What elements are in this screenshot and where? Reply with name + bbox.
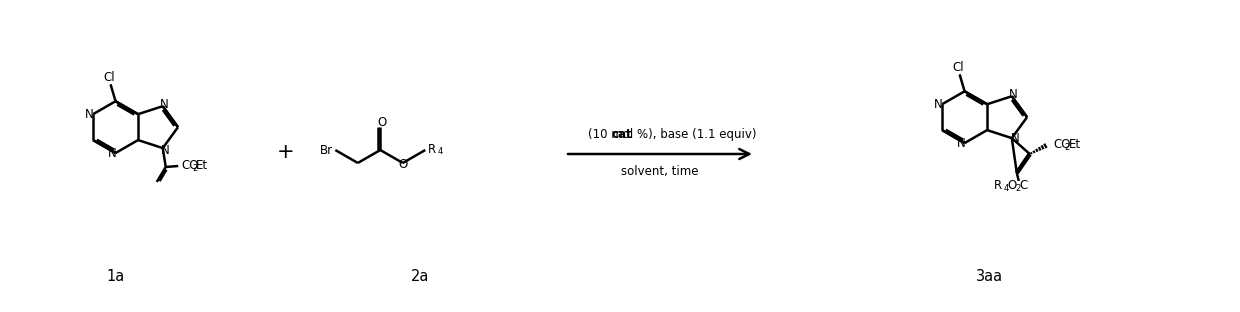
Text: Br: Br (320, 144, 332, 157)
Text: 2: 2 (1065, 143, 1070, 152)
Text: Cl: Cl (952, 61, 965, 74)
Text: 4: 4 (438, 147, 443, 156)
Text: N: N (1011, 132, 1019, 145)
Text: C: C (1019, 179, 1028, 193)
Text: R: R (428, 143, 436, 155)
Text: O: O (399, 158, 408, 171)
Text: 3aa: 3aa (976, 269, 1003, 284)
Text: CO: CO (181, 159, 198, 172)
Text: Et: Et (1069, 138, 1081, 151)
Text: N: N (108, 147, 117, 159)
Text: 2: 2 (1016, 184, 1021, 193)
Text: solvent, time: solvent, time (621, 165, 698, 178)
Text: N: N (160, 144, 169, 157)
Text: N: N (934, 98, 942, 111)
Text: N: N (86, 108, 94, 121)
Text: O: O (377, 116, 387, 129)
Text: (10 mol %), base (1.1 equiv): (10 mol %), base (1.1 equiv) (588, 128, 756, 141)
Text: cat: cat (611, 128, 632, 141)
Text: N: N (160, 98, 169, 111)
Text: Et: Et (196, 159, 208, 172)
Text: R: R (993, 179, 1002, 193)
Text: 1a: 1a (107, 269, 125, 284)
Text: CO: CO (1053, 138, 1071, 151)
Text: 4: 4 (1003, 184, 1008, 193)
Text: N: N (957, 137, 966, 149)
Text: Cl: Cl (104, 71, 115, 84)
Text: 2: 2 (192, 164, 197, 173)
Text: N: N (1008, 88, 1017, 101)
Text: O: O (1008, 179, 1017, 193)
Text: +: + (277, 142, 294, 162)
Text: 2a: 2a (410, 269, 429, 284)
